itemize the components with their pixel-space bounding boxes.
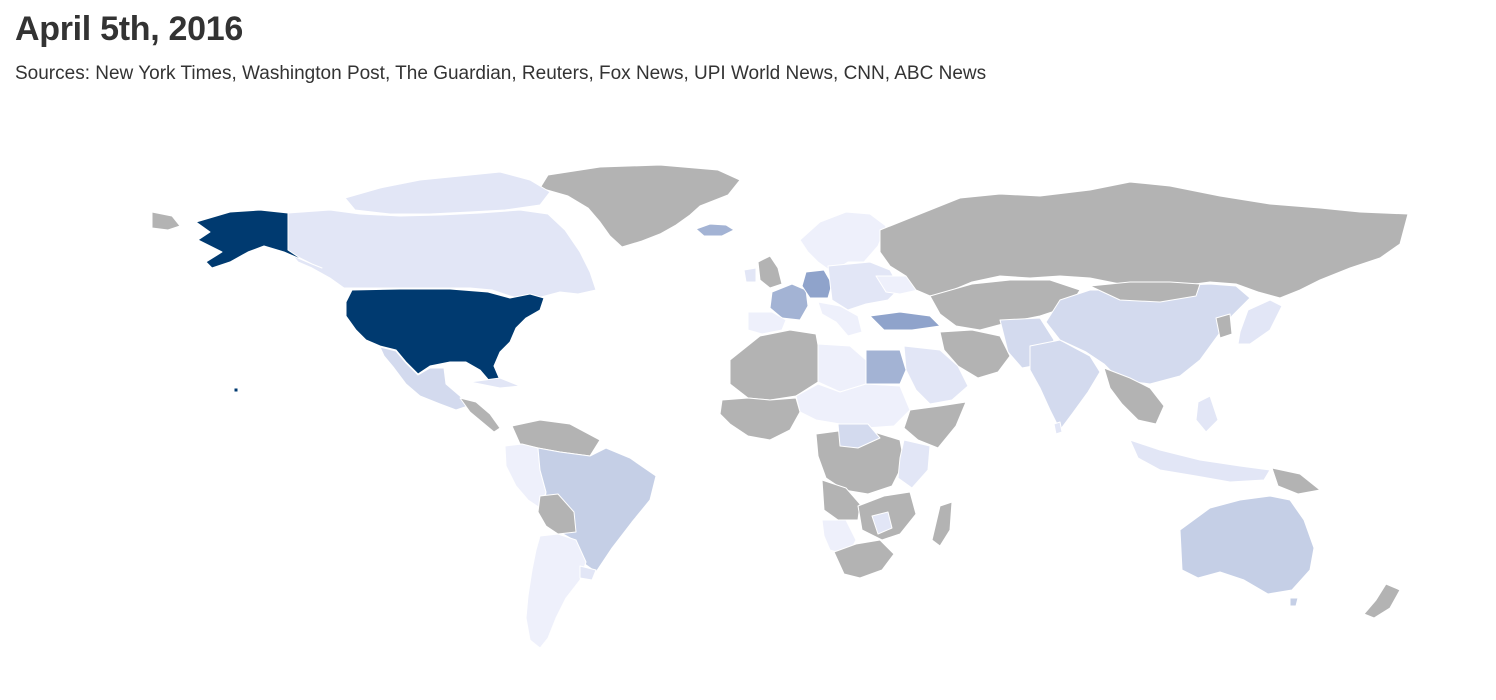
country-iceland[interactable] <box>695 223 735 237</box>
country-saudi-arabia[interactable] <box>903 345 969 405</box>
country-france[interactable] <box>769 283 809 321</box>
country-central-europe[interactable] <box>827 261 901 311</box>
country-korea[interactable] <box>1215 313 1233 339</box>
country-papua-new-guinea[interactable] <box>1271 467 1321 495</box>
country-india[interactable] <box>1029 339 1101 431</box>
country-central-african-republic[interactable] <box>837 423 881 449</box>
country-hawaii[interactable] <box>233 387 239 393</box>
country-tasmania[interactable] <box>1289 597 1299 607</box>
country-sri-lanka[interactable] <box>1053 421 1063 435</box>
country-new-zealand[interactable] <box>1363 583 1401 619</box>
country-iran[interactable] <box>939 329 1011 379</box>
country-turkey[interactable] <box>869 311 941 331</box>
sources-subtitle: Sources: New York Times, Washington Post… <box>15 63 987 84</box>
country-philippines[interactable] <box>1195 395 1219 433</box>
country-ireland[interactable] <box>743 267 757 283</box>
header: April 5th, 2016 Sources: New York Times,… <box>15 0 986 85</box>
country-japan[interactable] <box>1237 299 1283 345</box>
country-usa[interactable] <box>345 288 545 385</box>
country-alaska[interactable] <box>195 209 323 269</box>
country-kenya[interactable] <box>897 439 931 489</box>
country-argentina[interactable] <box>525 533 587 649</box>
country-spain[interactable] <box>747 311 787 335</box>
country-indonesia[interactable] <box>1129 439 1271 483</box>
country-canada[interactable] <box>287 209 597 301</box>
country-horn-of-africa[interactable] <box>903 401 967 449</box>
country-greenland[interactable] <box>539 164 741 248</box>
country-russia-east-tip[interactable] <box>151 211 181 231</box>
country-north-africa[interactable] <box>729 329 821 401</box>
country-germany[interactable] <box>801 269 833 299</box>
page-title: April 5th, 2016 <box>15 10 243 48</box>
country-south-africa[interactable] <box>833 539 895 579</box>
country-uk[interactable] <box>757 255 783 289</box>
country-madagascar[interactable] <box>931 501 953 547</box>
country-sahel[interactable] <box>795 383 911 429</box>
country-australia[interactable] <box>1179 495 1315 595</box>
country-cuba[interactable] <box>469 377 521 389</box>
country-zimbabwe[interactable] <box>871 511 893 535</box>
country-egypt[interactable] <box>865 349 907 385</box>
country-mongolia[interactable] <box>1089 281 1201 303</box>
country-canada-islands[interactable] <box>344 171 551 215</box>
country-central-america[interactable] <box>459 397 501 433</box>
country-russia[interactable] <box>879 181 1409 299</box>
country-uruguay[interactable] <box>579 565 597 581</box>
country-west-africa[interactable] <box>719 397 801 441</box>
country-libya[interactable] <box>817 343 867 393</box>
country-southeast-asia[interactable] <box>1103 367 1165 425</box>
country-scandinavia[interactable] <box>799 211 887 273</box>
country-italy-balkans[interactable] <box>817 301 863 337</box>
country-angola[interactable] <box>821 479 861 521</box>
country-bolivia[interactable] <box>537 493 577 535</box>
country-ukraine[interactable] <box>875 275 919 295</box>
